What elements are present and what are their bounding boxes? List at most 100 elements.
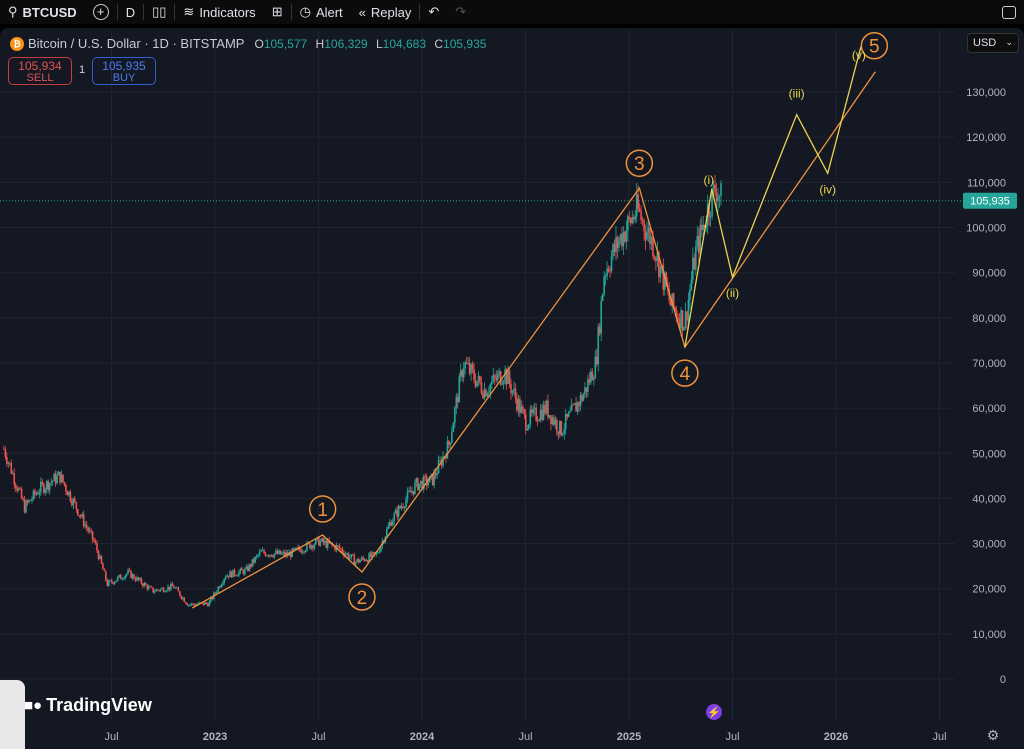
- candle-body: [448, 440, 450, 445]
- candle-body: [551, 417, 554, 425]
- candle-body: [637, 194, 639, 209]
- candle-body: [621, 234, 623, 247]
- candle-body: [524, 414, 527, 431]
- candle-body: [251, 559, 254, 567]
- currency-select[interactable]: USD ⌄: [967, 33, 1019, 53]
- quantity[interactable]: 1: [79, 64, 86, 76]
- candle-body: [179, 591, 181, 596]
- candle-body: [461, 370, 464, 378]
- candle-body: [208, 601, 211, 607]
- y-tick-label: 110,000: [967, 177, 1006, 189]
- gear-icon[interactable]: ⚙: [987, 727, 1000, 743]
- candle-body: [346, 553, 348, 555]
- candle-body: [272, 556, 274, 558]
- candle-body: [150, 586, 153, 588]
- candle-body: [545, 400, 548, 414]
- candle-body: [303, 551, 305, 553]
- candle-body: [476, 381, 478, 387]
- candle-body: [477, 375, 480, 382]
- symbol-title: Bitcoin / U.S. Dollar · 1D · BITSTAMP: [28, 36, 245, 51]
- candle-body: [576, 402, 579, 412]
- symbol-search[interactable]: ⚲ BTCUSD: [8, 4, 77, 20]
- candle-body: [285, 552, 288, 556]
- candle-body: [514, 388, 517, 398]
- ohlc-values: O105,577 H106,329 L104,683 C105,935: [254, 36, 487, 51]
- candle-body: [665, 272, 668, 286]
- candle-body: [50, 482, 52, 484]
- compare-button[interactable]: +: [85, 0, 117, 24]
- candle-body: [669, 300, 672, 306]
- candle-body: [220, 585, 223, 588]
- candle-body: [530, 409, 533, 414]
- alert-button[interactable]: ◷ Alert: [299, 4, 343, 20]
- indicators-button[interactable]: ≋ Indicators: [183, 4, 256, 20]
- candle-body: [29, 500, 32, 501]
- candle-body: [180, 595, 183, 599]
- candle-body: [458, 376, 461, 403]
- candle-body: [57, 471, 60, 476]
- candle-body: [3, 448, 5, 450]
- wave-label-circle: [308, 495, 337, 523]
- candle-body: [671, 293, 673, 306]
- buy-button[interactable]: 105,935 BUY: [92, 57, 156, 85]
- candle-body: [406, 491, 409, 500]
- chart-type-button[interactable]: ▯▯: [144, 0, 174, 24]
- candle-body: [173, 586, 175, 589]
- candle-body: [542, 404, 545, 420]
- candle-body: [349, 557, 351, 559]
- candle-body: [96, 543, 98, 551]
- candle-body: [112, 582, 115, 584]
- candle-body: [6, 456, 8, 464]
- tradingview-logo: ■● TradingView: [24, 695, 152, 715]
- candle-body: [229, 571, 231, 578]
- candle-body: [465, 362, 468, 364]
- chart-pane[interactable]: [0, 28, 1024, 749]
- candle-body: [517, 398, 520, 411]
- candle-body: [319, 541, 322, 546]
- candle-body: [687, 299, 690, 321]
- candle-body: [400, 506, 403, 509]
- candle-body: [397, 505, 400, 517]
- candle-body: [560, 421, 563, 436]
- candle-body: [505, 369, 508, 385]
- candle-body: [604, 275, 607, 277]
- candle-body: [158, 590, 160, 591]
- candle-body: [227, 575, 230, 578]
- candle-body: [44, 489, 47, 493]
- candle-body: [313, 544, 316, 549]
- candle-body: [610, 256, 613, 272]
- candle-body: [581, 395, 583, 401]
- templates-button[interactable]: ⊞: [264, 0, 291, 24]
- candle-body: [69, 491, 72, 502]
- candle-body: [347, 553, 350, 559]
- redo-button[interactable]: ↷: [447, 0, 474, 24]
- candle-body: [14, 484, 17, 488]
- candle-body: [412, 490, 415, 494]
- candle-body: [309, 543, 311, 549]
- candle-body: [421, 480, 424, 490]
- candle-body: [204, 602, 206, 605]
- layout-button[interactable]: [994, 0, 1024, 24]
- candle-body: [424, 476, 427, 477]
- sell-button[interactable]: 105,934 SELL: [8, 57, 72, 85]
- candle-body: [247, 566, 249, 571]
- candle-body: [696, 235, 699, 247]
- candle-body: [629, 218, 632, 224]
- undo-button[interactable]: ↶: [420, 0, 447, 24]
- replay-button[interactable]: «Replay: [358, 4, 412, 20]
- candle-body: [84, 524, 86, 526]
- candle-body: [22, 498, 24, 500]
- candle-body: [708, 204, 710, 218]
- interval-button[interactable]: D: [125, 4, 136, 20]
- candle-body: [350, 554, 353, 558]
- candle-body: [168, 586, 171, 590]
- candle-body: [638, 208, 641, 212]
- candle-body: [254, 557, 257, 563]
- x-tick-label: Jul: [725, 731, 739, 743]
- candle-body: [597, 326, 600, 365]
- candle-body: [672, 293, 675, 308]
- candle-body: [391, 521, 394, 526]
- candle-body: [56, 475, 58, 484]
- candle-body: [195, 604, 197, 606]
